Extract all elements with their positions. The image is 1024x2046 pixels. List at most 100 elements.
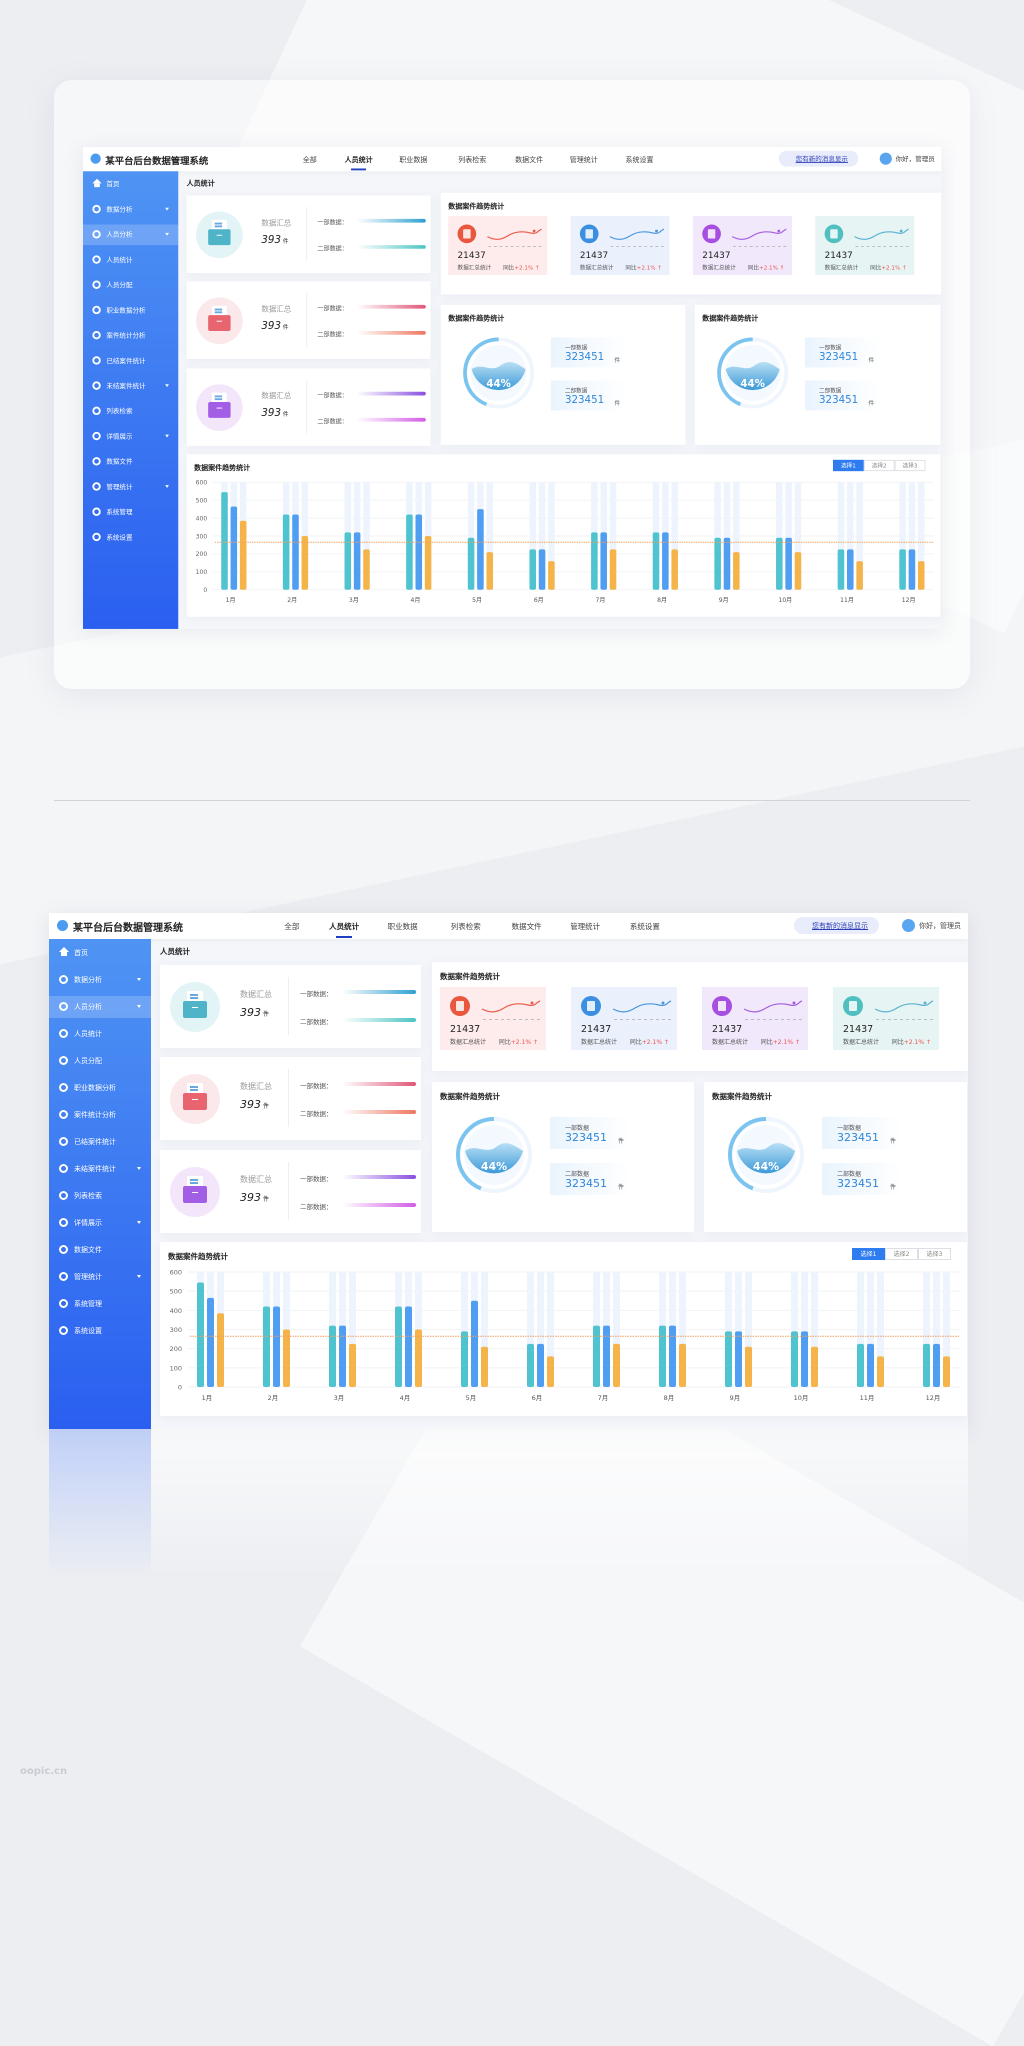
sidebar-item[interactable]: 首页 <box>49 942 151 964</box>
sidebar-item[interactable]: 人员分配 <box>49 1050 151 1072</box>
sidebar-item-label: 详情展示 <box>106 432 133 441</box>
sidebar-item[interactable]: 人员分析 <box>83 224 179 246</box>
sidebar-item[interactable]: 首页 <box>83 174 178 195</box>
trend-card[interactable]: 21437 数据汇总统计 同比+2.1% ↑ <box>702 987 808 1050</box>
nav-tab[interactable]: 全部 <box>302 155 317 164</box>
notification-link[interactable]: 您有新的消息显示 <box>794 917 879 934</box>
bar-track <box>537 1272 544 1387</box>
bar <box>794 552 802 590</box>
sidebar-item[interactable]: 案件统计分析 <box>83 325 178 346</box>
sidebar-item[interactable]: 已结案件统计 <box>83 351 178 372</box>
tick <box>510 246 514 247</box>
sparkline-point <box>923 1001 927 1005</box>
y-tick-label: 400 <box>196 515 208 522</box>
chart-option-button[interactable]: 选择2 <box>885 1248 918 1260</box>
bar <box>221 492 228 590</box>
nav-tab[interactable]: 列表检索 <box>458 155 487 164</box>
sidebar-item[interactable]: 人员统计 <box>49 1023 151 1045</box>
sidebar-item[interactable]: 详情展示 <box>49 1212 151 1234</box>
summary-label: 数据汇总 <box>240 990 272 999</box>
divider <box>54 800 970 801</box>
chart-option-button[interactable]: 选择3 <box>918 1248 951 1260</box>
chart-option-button[interactable]: 选择3 <box>894 459 926 472</box>
trend-value: 21437 <box>712 1024 743 1035</box>
sparkline-point <box>792 1001 796 1005</box>
sidebar-item[interactable]: 人员分配 <box>83 275 178 296</box>
nav-tab[interactable]: 数据文件 <box>511 922 542 931</box>
sidebar-item[interactable]: 系统管理 <box>49 1293 151 1315</box>
bar <box>415 514 423 590</box>
gear-icon <box>59 1272 68 1281</box>
sidebar-item[interactable]: 数据文件 <box>49 1239 151 1261</box>
sidebar-item[interactable]: 已结案件统计 <box>49 1131 151 1153</box>
gear-icon <box>92 431 101 441</box>
tick <box>761 246 764 247</box>
chart-option-button[interactable]: 选择1 <box>852 1248 885 1260</box>
trend-card[interactable]: 21437 数据汇总统计 同比+2.1% ↑ <box>692 216 792 275</box>
user-menu[interactable]: 你好，管理员 <box>919 922 961 930</box>
x-tick-label: 4月 <box>400 1394 411 1402</box>
chart-option-button[interactable]: 选择2 <box>863 459 895 472</box>
row-label: 二部数据： <box>317 330 348 339</box>
sidebar-item[interactable]: 未结案件统计 <box>49 1158 151 1180</box>
bar <box>899 549 906 590</box>
nav-tab[interactable]: 数据文件 <box>515 155 544 164</box>
nav-tab[interactable]: 人员统计 <box>329 922 360 938</box>
nav-tab[interactable]: 全部 <box>284 922 300 931</box>
sidebar-item[interactable]: 列表检索 <box>49 1185 151 1207</box>
sidebar-item[interactable]: 系统设置 <box>49 1320 151 1342</box>
avatar[interactable] <box>879 152 892 165</box>
sidebar-item[interactable]: 列表检索 <box>83 401 178 422</box>
sidebar-item[interactable]: 职业数据分析 <box>83 300 178 321</box>
trend-card[interactable]: 21437 数据汇总统计 同比+2.1% ↑ <box>448 216 548 275</box>
archive-icon <box>170 982 220 1032</box>
nav-tab[interactable]: 系统设置 <box>625 155 654 164</box>
sidebar-item[interactable]: 未结案件统计 <box>83 376 178 397</box>
sidebar-item[interactable]: 数据分析 <box>83 199 178 220</box>
trend-card[interactable]: 21437 数据汇总统计 同比+2.1% ↑ <box>571 987 677 1050</box>
sidebar-item[interactable]: 人员分析 <box>49 996 151 1018</box>
trend-card[interactable]: 21437 数据汇总统计 同比+2.1% ↑ <box>815 216 915 275</box>
nav-tab[interactable]: 职业数据 <box>387 922 418 931</box>
nav-tab[interactable]: 管理统计 <box>570 922 601 931</box>
bar-track <box>527 1272 534 1387</box>
trend-label: 数据汇总统计 <box>712 1039 749 1046</box>
x-tick-label: 8月 <box>664 1394 675 1402</box>
notification-link[interactable]: 您有新的消息显示 <box>778 150 859 167</box>
nav-tab[interactable]: 管理统计 <box>569 155 598 164</box>
sidebar-item[interactable]: 管理统计 <box>83 477 178 498</box>
bar <box>477 509 484 590</box>
trend-card[interactable]: 21437 数据汇总统计 同比+2.1% ↑ <box>570 216 670 275</box>
avatar[interactable] <box>902 919 915 932</box>
nav-tab[interactable]: 人员统计 <box>344 155 373 171</box>
nav-tab[interactable]: 系统设置 <box>629 922 660 931</box>
document-icon <box>457 224 477 244</box>
document-icon <box>824 224 844 244</box>
document-icon <box>187 1176 203 1189</box>
arrow-up-icon: ↑ <box>924 1039 931 1046</box>
bar <box>600 532 607 590</box>
chevron-down-icon <box>137 1167 141 1170</box>
tick <box>521 246 525 247</box>
gear-icon <box>59 1164 68 1173</box>
sidebar-item[interactable]: 详情展示 <box>83 426 178 447</box>
sidebar-item[interactable]: 职业数据分析 <box>49 1077 151 1099</box>
y-tick-label: 0 <box>203 587 207 594</box>
tick <box>905 246 909 247</box>
sidebar-item[interactable]: 系统管理 <box>83 502 178 523</box>
sidebar-item[interactable]: 管理统计 <box>49 1266 151 1288</box>
nav-tab[interactable]: 列表检索 <box>450 922 481 931</box>
trend-card[interactable]: 21437 数据汇总统计 同比+2.1% ↑ <box>833 987 939 1050</box>
sidebar-item[interactable]: 案件统计分析 <box>49 1104 151 1126</box>
sidebar-item[interactable]: 数据分析 <box>49 969 151 991</box>
sidebar-item[interactable]: 人员统计 <box>83 250 178 271</box>
sidebar-item[interactable]: 数据文件 <box>83 451 178 472</box>
chart-option-button[interactable]: 选择1 <box>833 459 864 472</box>
gear-icon <box>92 406 101 416</box>
nav-tab[interactable]: 职业数据 <box>399 155 428 164</box>
sidebar-item[interactable]: 系统设置 <box>83 527 178 548</box>
donut-stat: 二部数据 323451 件 <box>822 1163 902 1195</box>
user-menu[interactable]: 你好，管理员 <box>895 155 935 163</box>
x-tick-label: 7月 <box>595 597 605 604</box>
trend-card[interactable]: 21437 数据汇总统计 同比+2.1% ↑ <box>440 987 546 1050</box>
